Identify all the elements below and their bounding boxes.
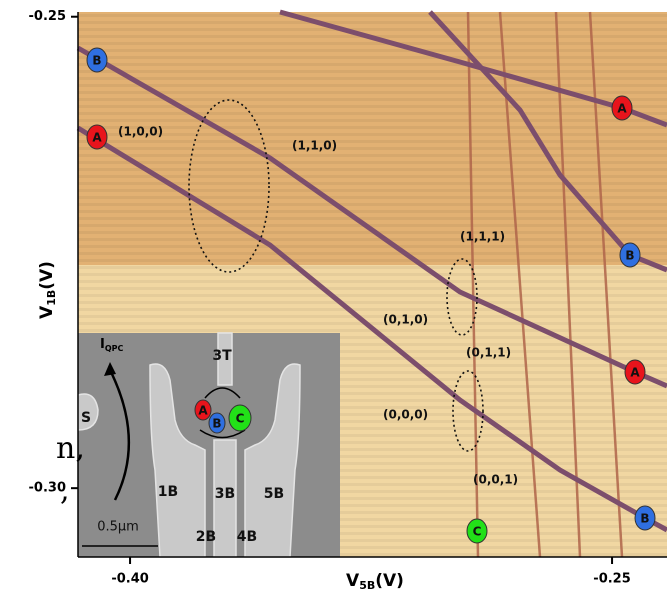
x-tick-label: -0.25 xyxy=(593,572,630,587)
y-axis-label-unit: (V) xyxy=(37,261,57,290)
dot-label: B xyxy=(92,54,101,68)
dot-label: C xyxy=(473,525,482,539)
gate-label: 4B xyxy=(237,529,257,545)
x-tick-label: -0.40 xyxy=(111,572,148,587)
gate-label: 5B xyxy=(264,486,284,502)
state-label: (0,0,0) xyxy=(383,408,428,422)
state-label: (0,1,0) xyxy=(383,313,428,327)
dot-label: A xyxy=(92,131,102,145)
dot-label: A xyxy=(630,366,640,380)
dot-label: A xyxy=(617,102,627,116)
gate-label: 1B xyxy=(158,484,178,500)
scale-label: 0.5µm xyxy=(97,520,139,535)
current-sub: QPC xyxy=(105,344,124,353)
gate-label: S xyxy=(81,410,91,426)
state-label: (1,1,1) xyxy=(460,230,505,244)
x-axis-label: V5B(V) xyxy=(346,571,404,592)
x-axis-label-sub: 5B xyxy=(359,579,375,592)
x-axis-label-unit: (V) xyxy=(375,571,404,591)
gate-label: 2B xyxy=(196,529,216,545)
edge-text: , xyxy=(60,473,70,508)
inset-dot-label: A xyxy=(198,404,208,418)
y-axis-label-main: V xyxy=(37,305,57,319)
dot-label: B xyxy=(625,249,634,263)
state-label: (1,0,0) xyxy=(118,125,163,139)
y-tick-label: -0.25 xyxy=(29,9,66,24)
y-axis-label: V1B(V) xyxy=(37,261,58,319)
inset-dot-label: C xyxy=(236,412,245,426)
state-label: (0,1,1) xyxy=(466,346,511,360)
x-axis-label-main: V xyxy=(346,571,360,591)
state-label: (0,0,1) xyxy=(473,473,518,487)
inset-dot-label: B xyxy=(212,417,221,431)
y-axis-label-sub: 1B xyxy=(45,290,58,306)
figure: -0.40-0.25-0.25-0.30V5B(V)V1B(V)(1,0,0)(… xyxy=(0,0,667,592)
edge-text: n, xyxy=(56,431,85,466)
dot-label: B xyxy=(640,512,649,526)
gate-label: 3T xyxy=(212,348,232,364)
gate-label: 3B xyxy=(215,486,235,502)
state-label: (1,1,0) xyxy=(292,139,337,153)
